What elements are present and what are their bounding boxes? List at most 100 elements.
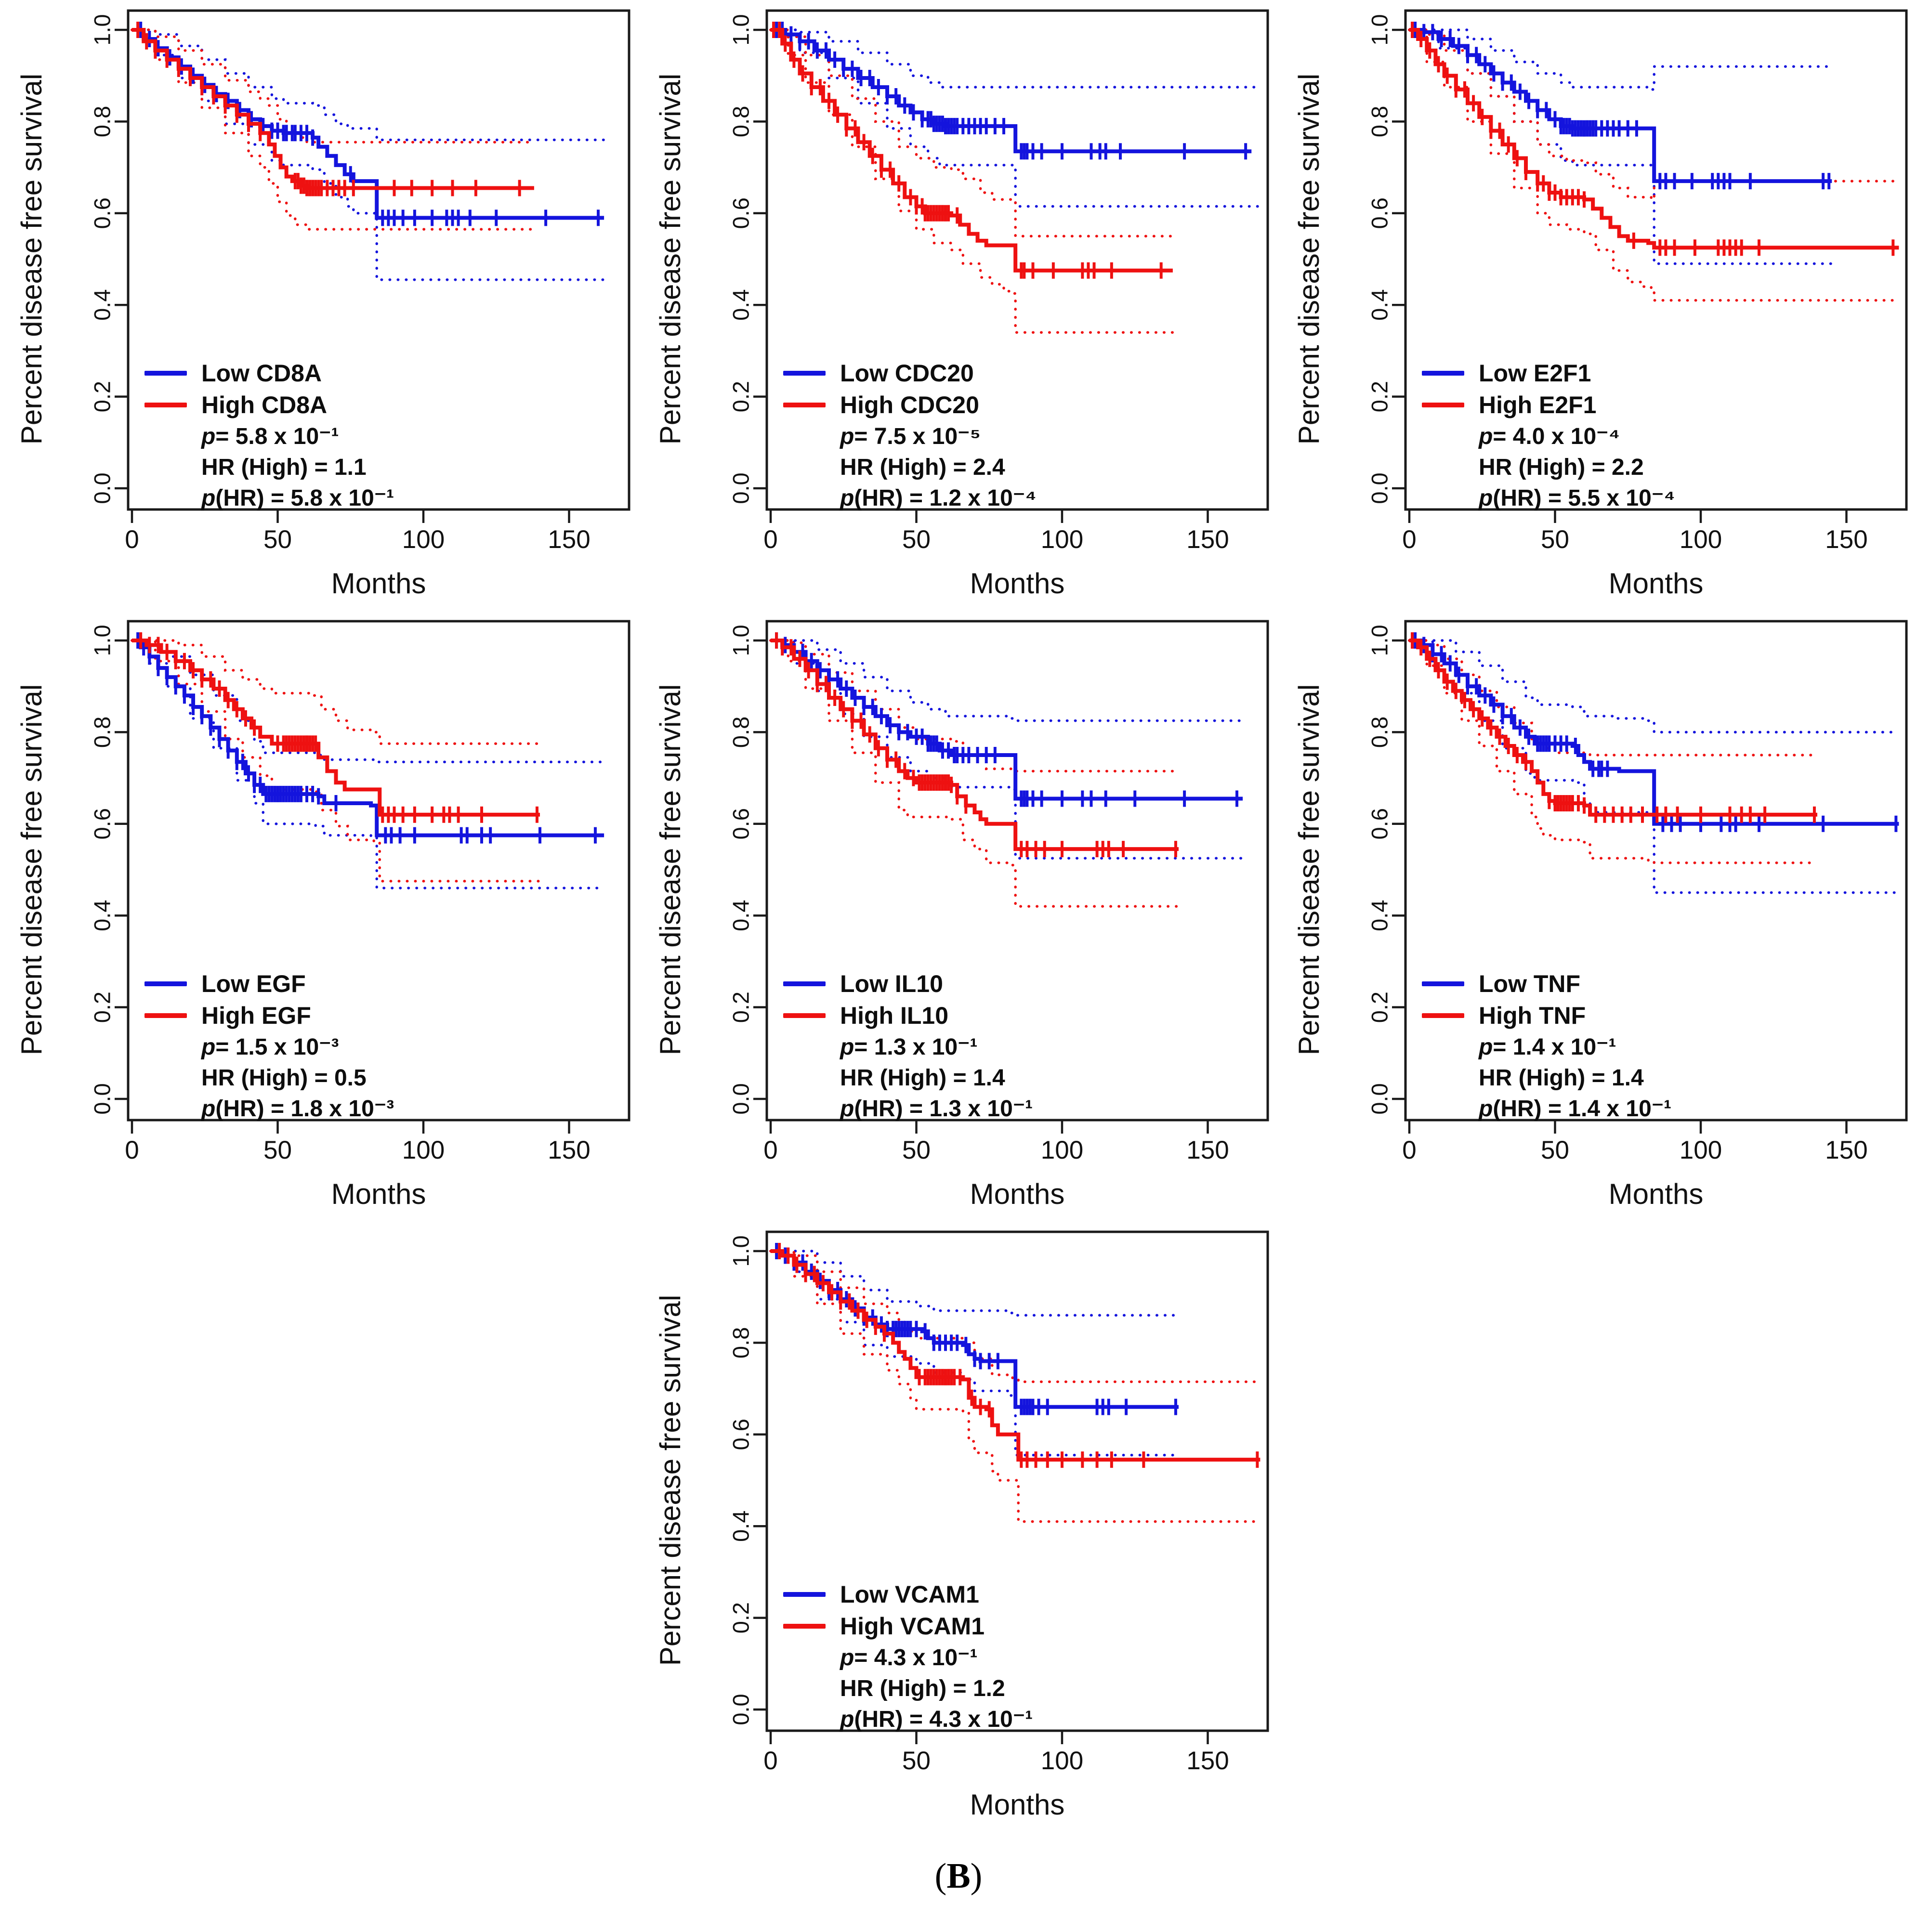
x-tick-label: 50 <box>1541 525 1569 554</box>
high-survival-curve <box>771 639 1179 851</box>
x-axis-label: Months <box>970 1178 1065 1210</box>
high-series-label: High CD8A <box>201 392 328 418</box>
y-tick-label: 0.2 <box>89 381 115 412</box>
high-series-label: High IL10 <box>840 1002 949 1029</box>
y-tick-label: 0.0 <box>728 1083 753 1114</box>
p-symbol: p <box>840 423 854 449</box>
y-tick-label: 0.4 <box>1366 900 1392 931</box>
x-tick-label: 50 <box>902 1136 931 1164</box>
x-tick-label: 150 <box>1186 525 1229 554</box>
p-hr-text: p (HR) = 1.4 x 10⁻¹ <box>1479 1093 1817 1124</box>
x-tick-label: 0 <box>1402 525 1416 554</box>
high-ci-lower-curve <box>1408 639 1819 864</box>
hr-value: HR (High) = 1.2 <box>840 1675 1005 1701</box>
y-axis-label: Percent disease free survival <box>15 684 48 1055</box>
legend-row-high: High VCAM1 <box>783 1610 1178 1642</box>
low-ci-lower-curve <box>131 28 605 281</box>
hr-text: HR (High) = 1.2 <box>840 1673 1178 1704</box>
p-hr-value: (HR) = 5.5 x 10⁻⁴ <box>1493 485 1675 511</box>
high-series-label: High VCAM1 <box>840 1613 985 1640</box>
legend: Low CD8A High CD8A p = 5.8 x 10⁻¹ HR (Hi… <box>144 357 539 513</box>
y-tick-label: 0.6 <box>89 197 115 229</box>
y-tick-label: 0.0 <box>728 1694 753 1725</box>
plot-frame <box>765 9 1269 511</box>
low-censor-marks <box>775 22 1247 160</box>
low-ci-lower-curve <box>769 28 1262 208</box>
high-ci-lower-curve <box>131 28 536 231</box>
high-survival-curve <box>771 1249 1260 1462</box>
p-symbol: p <box>1479 485 1493 511</box>
p-value: = 4.3 x 10⁻¹ <box>854 1645 978 1671</box>
legend-row-low: Low E2F1 <box>1422 357 1817 389</box>
p-hr-text: p (HR) = 1.8 x 10⁻³ <box>201 1093 539 1124</box>
high-survival-curve <box>132 639 540 817</box>
x-tick-label: 0 <box>125 525 139 554</box>
legend-row-low: Low CD8A <box>144 357 539 389</box>
high-ci-upper-curve <box>769 28 1174 238</box>
hr-text: HR (High) = 1.4 <box>840 1062 1178 1093</box>
high-ci-upper-curve <box>131 639 541 745</box>
low-series-label: Low TNF <box>1479 970 1581 997</box>
x-tick-label: 100 <box>1041 525 1083 554</box>
p-symbol: p <box>201 1096 216 1122</box>
y-tick-label: 0.8 <box>1366 106 1392 137</box>
x-tick-label: 50 <box>263 525 292 554</box>
x-tick-label: 100 <box>402 1136 445 1164</box>
km-plot-vcam1: 1.0 0.8 0.6 0.4 0.2 0.0 0 50 100 150 Percent disea… <box>654 1230 1269 1821</box>
high-ci-upper-curve <box>131 28 536 144</box>
p-hr-value: (HR) = 1.8 x 10⁻³ <box>215 1096 394 1122</box>
p-hr-value: (HR) = 1.2 x 10⁻⁴ <box>854 485 1037 511</box>
y-tick-label: 0.4 <box>728 289 753 321</box>
hr-value: HR (High) = 0.5 <box>201 1065 367 1091</box>
low-censor-marks <box>136 632 597 844</box>
y-tick-label: 0.4 <box>1366 289 1392 321</box>
low-series-swatch <box>783 1592 826 1597</box>
x-tick-label: 150 <box>548 525 590 554</box>
p-hr-value: (HR) = 4.3 x 10⁻¹ <box>854 1707 1033 1732</box>
high-ci-upper-curve <box>1408 28 1901 201</box>
high-ci-upper-curve <box>769 639 1180 773</box>
plot-frame <box>1404 9 1908 511</box>
x-axis-label: Months <box>331 1178 426 1210</box>
low-series-label: Low CDC20 <box>840 360 974 387</box>
km-panel-egf: 1.0 0.8 0.6 0.4 0.2 0.0 0 50 100 150 Percent disea… <box>7 611 633 1218</box>
low-ci-lower-curve <box>1408 639 1901 894</box>
y-tick-label: 0.8 <box>728 106 753 137</box>
p-hr-text: p (HR) = 1.2 x 10⁻⁴ <box>840 483 1178 513</box>
y-tick-label: 0.0 <box>728 472 753 504</box>
low-series-label: Low EGF <box>201 970 306 997</box>
caption-close-paren: ) <box>970 1856 983 1896</box>
legend-row-high: High CD8A <box>144 389 539 421</box>
p-symbol: p <box>840 1645 854 1671</box>
x-tick-label: 150 <box>1825 1136 1867 1164</box>
legend-row-high: High E2F1 <box>1422 389 1817 421</box>
high-censor-marks <box>1411 632 1816 823</box>
legend: Low IL10 High IL10 p = 1.3 x 10⁻¹ HR (Hi… <box>783 968 1178 1124</box>
p-value-text: p = 1.5 x 10⁻³ <box>201 1031 539 1062</box>
p-symbol: p <box>1479 423 1493 449</box>
p-symbol: p <box>1479 1034 1493 1060</box>
low-series-swatch <box>783 371 826 376</box>
low-censor-marks <box>775 1243 1177 1415</box>
panel-row-1: 1.0 0.8 0.6 0.4 0.2 0.0 0 50 100 150 Percent disea… <box>0 0 1917 608</box>
km-panel-vcam1: 1.0 0.8 0.6 0.4 0.2 0.0 0 50 100 150 Percent disea… <box>645 1221 1272 1829</box>
p-symbol: p <box>201 485 216 511</box>
low-series-swatch <box>144 371 187 376</box>
km-panel-il10: 1.0 0.8 0.6 0.4 0.2 0.0 0 50 100 150 Percent disea… <box>645 611 1272 1218</box>
p-hr-value: (HR) = 1.3 x 10⁻¹ <box>854 1096 1033 1122</box>
p-symbol: p <box>201 1034 216 1060</box>
figure-caption: (B) <box>0 1856 1917 1897</box>
legend-row-low: Low CDC20 <box>783 357 1178 389</box>
low-survival-curve <box>132 28 604 220</box>
x-tick-label: 100 <box>1041 1747 1083 1775</box>
p-value-text: p = 5.8 x 10⁻¹ <box>201 421 539 452</box>
p-hr-text: p (HR) = 5.8 x 10⁻¹ <box>201 483 539 513</box>
hr-value: HR (High) = 1.1 <box>201 454 367 480</box>
high-series-label: High CDC20 <box>840 392 979 418</box>
y-tick-label: 0.0 <box>1366 472 1392 504</box>
caption-open-paren: ( <box>934 1856 947 1896</box>
x-axis-label: Months <box>1609 567 1704 600</box>
y-tick-label: 0.2 <box>728 992 753 1023</box>
x-tick-label: 150 <box>1825 525 1867 554</box>
low-survival-curve <box>771 639 1243 801</box>
